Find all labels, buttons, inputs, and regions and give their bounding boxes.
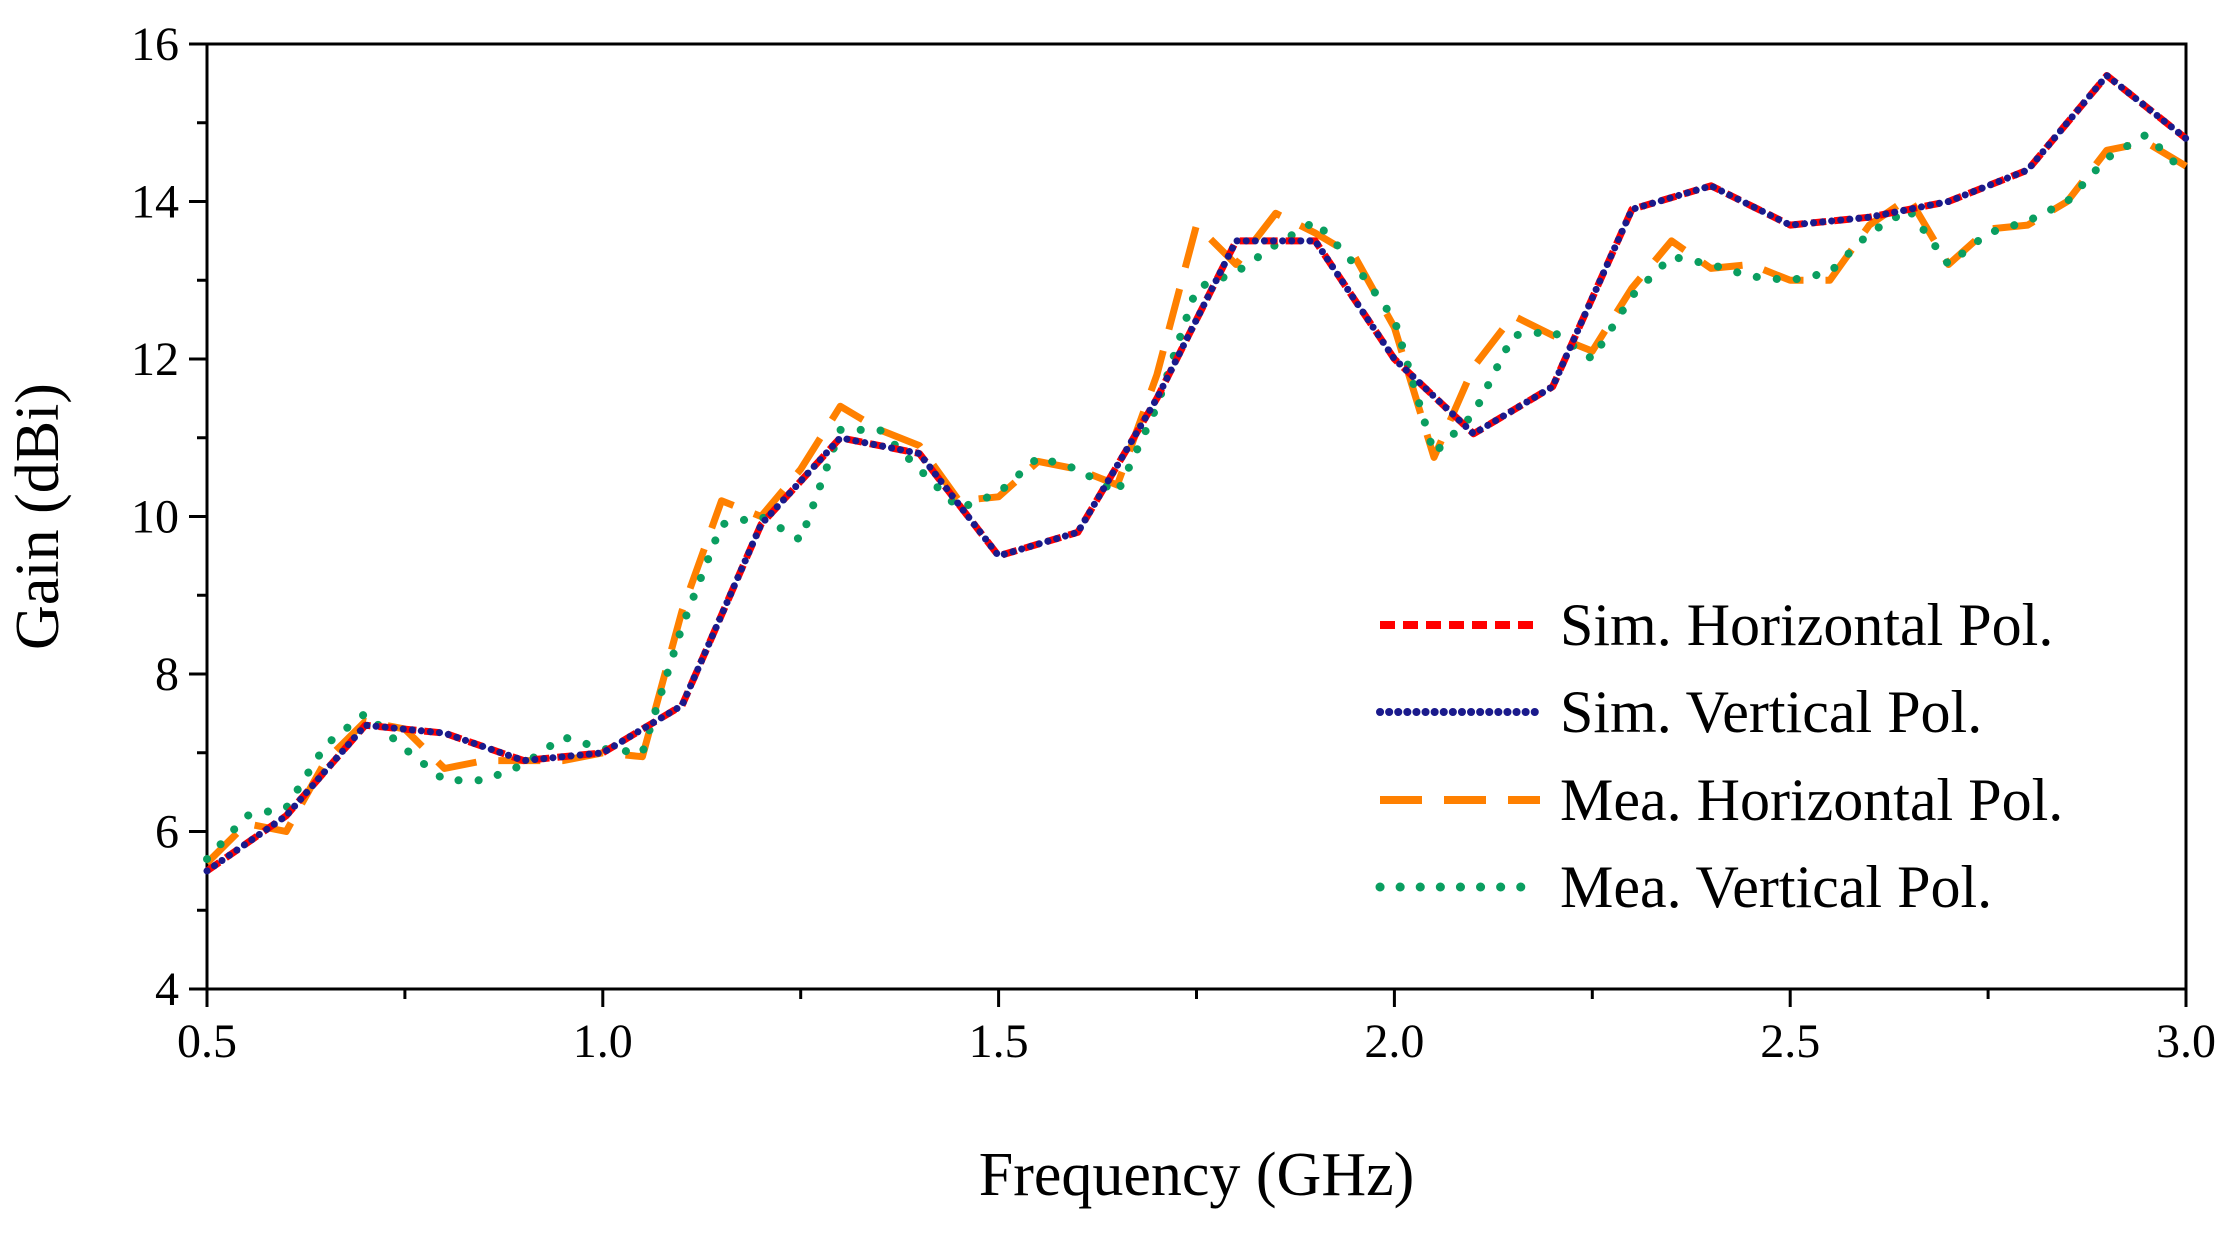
x-tick-label: 1.0 <box>573 1015 633 1068</box>
y-tick-label: 8 <box>155 648 179 701</box>
y-axis: 4 6 8 10 12 14 16 <box>131 18 207 1016</box>
y-tick-label: 4 <box>155 963 179 1016</box>
x-tick-label: 2.5 <box>1760 1015 1820 1068</box>
series-line-sim-vertical-pol <box>203 72 2190 875</box>
legend-label-sim-vertical-pol: Sim. Vertical Pol. <box>1560 679 1982 745</box>
y-axis-title: Gain (dBi) <box>4 383 72 650</box>
series-layer <box>203 72 2190 875</box>
x-tick-label: 2.0 <box>1364 1015 1424 1068</box>
series-line-sim-horizontal-pol <box>205 72 2189 874</box>
y-tick-label: 6 <box>155 806 179 859</box>
legend-label-mea-vertical-pol: Mea. Vertical Pol. <box>1560 854 1992 920</box>
y-tick-label: 14 <box>131 176 179 229</box>
y-tick-label: 12 <box>131 333 179 386</box>
legend-label-mea-horizontal-pol: Mea. Horizontal Pol. <box>1560 767 2063 833</box>
plot-area <box>205 42 2188 991</box>
plot-frame <box>205 42 2188 991</box>
x-axis-title: Frequency (GHz) <box>979 1141 1415 1209</box>
x-tick-label: 0.5 <box>177 1015 237 1068</box>
legend-label-sim-horizontal-pol: Sim. Horizontal Pol. <box>1560 592 2053 658</box>
y-tick-label: 10 <box>131 491 179 544</box>
x-tick-label: 1.5 <box>969 1015 1029 1068</box>
y-tick-label: 16 <box>131 18 179 71</box>
legend: Sim. Horizontal Pol. Sim. Vertical Pol. Me… <box>1375 592 2063 920</box>
series-line-mea-vertical-pol <box>203 130 2190 864</box>
x-tick-label: 3.0 <box>2156 1015 2216 1068</box>
x-axis: 0.5 1.0 1.5 2.0 2.5 3.0 <box>177 989 2216 1068</box>
